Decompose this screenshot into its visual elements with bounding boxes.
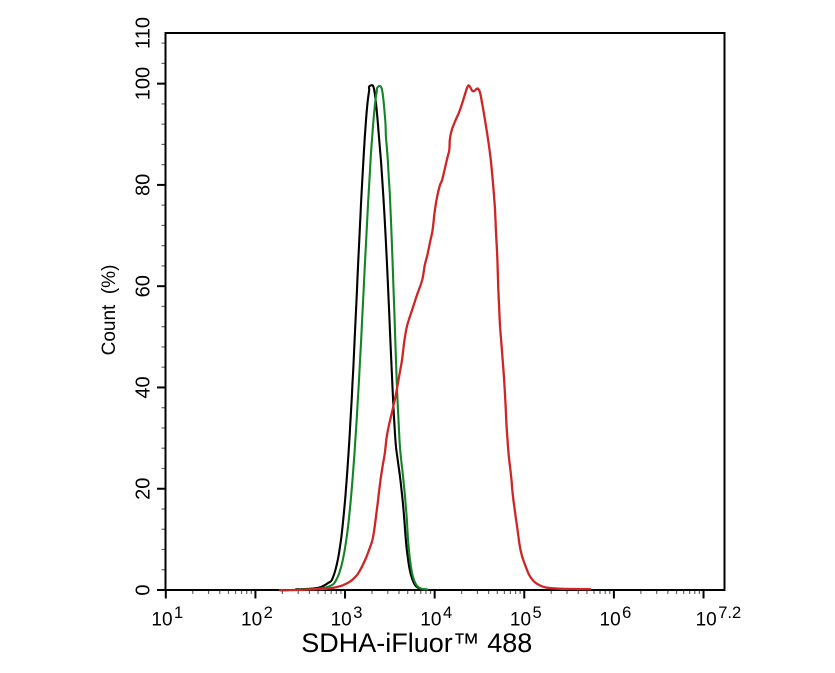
svg-text:20: 20 [133,478,155,500]
svg-text:110: 110 [133,17,155,49]
svg-text:40: 40 [133,376,155,398]
svg-text:SDHA-iFluor™ 488: SDHA-iFluor™ 488 [301,628,532,658]
svg-text:Count (%): Count (%) [99,265,120,356]
svg-text:60: 60 [133,275,155,297]
svg-text:0: 0 [133,584,155,595]
svg-text:80: 80 [133,174,155,196]
svg-text:100: 100 [133,67,155,100]
